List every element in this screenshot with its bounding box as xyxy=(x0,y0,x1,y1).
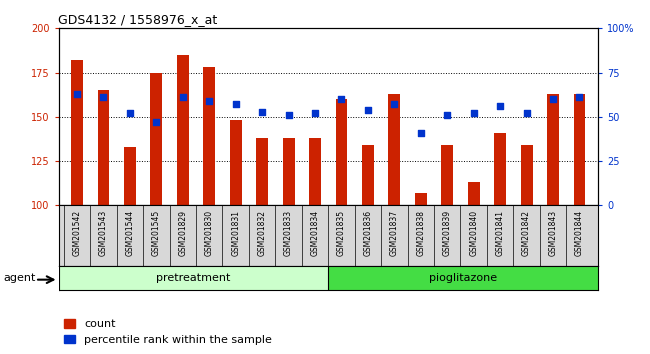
Legend: count, percentile rank within the sample: count, percentile rank within the sample xyxy=(64,319,272,345)
Point xyxy=(283,112,294,118)
Bar xyxy=(494,133,506,205)
Bar xyxy=(124,147,136,205)
Text: GSM201545: GSM201545 xyxy=(152,210,161,256)
Text: agent: agent xyxy=(3,273,36,283)
Point xyxy=(177,95,188,100)
Point xyxy=(442,112,452,118)
Text: pretreatment: pretreatment xyxy=(156,273,231,283)
Point xyxy=(231,102,241,107)
Text: GSM201837: GSM201837 xyxy=(390,210,399,256)
Point xyxy=(469,110,479,116)
Point xyxy=(151,119,162,125)
Bar xyxy=(573,94,586,205)
Text: GSM201544: GSM201544 xyxy=(125,210,135,256)
Bar xyxy=(441,145,453,205)
Bar xyxy=(203,67,215,205)
Text: GSM201839: GSM201839 xyxy=(443,210,452,256)
Bar xyxy=(415,193,427,205)
Bar xyxy=(335,99,347,205)
Text: GSM201841: GSM201841 xyxy=(496,210,504,256)
Bar xyxy=(150,73,162,205)
Point xyxy=(125,110,135,116)
Point xyxy=(204,98,214,104)
Bar xyxy=(256,138,268,205)
Bar xyxy=(98,90,109,205)
Text: GSM201832: GSM201832 xyxy=(257,210,266,256)
Bar xyxy=(468,182,480,205)
Text: GDS4132 / 1558976_x_at: GDS4132 / 1558976_x_at xyxy=(58,13,218,26)
Point xyxy=(548,96,558,102)
Point xyxy=(575,95,585,100)
Bar xyxy=(177,55,188,205)
Point xyxy=(336,96,346,102)
Bar xyxy=(309,138,321,205)
Point xyxy=(415,130,426,136)
Point xyxy=(257,109,267,114)
Text: GSM201831: GSM201831 xyxy=(231,210,240,256)
Text: GSM201842: GSM201842 xyxy=(522,210,531,256)
Text: GSM201542: GSM201542 xyxy=(73,210,81,256)
Text: GSM201834: GSM201834 xyxy=(311,210,320,256)
Point xyxy=(389,102,400,107)
Point xyxy=(98,95,109,100)
Point xyxy=(310,110,320,116)
Point xyxy=(363,107,373,113)
Text: GSM201836: GSM201836 xyxy=(363,210,372,256)
Bar xyxy=(328,266,598,290)
Bar xyxy=(71,60,83,205)
Text: GSM201843: GSM201843 xyxy=(549,210,558,256)
Point xyxy=(521,110,532,116)
Text: GSM201838: GSM201838 xyxy=(416,210,425,256)
Bar xyxy=(58,266,328,290)
Text: GSM201833: GSM201833 xyxy=(284,210,293,256)
Bar xyxy=(547,94,559,205)
Text: GSM201844: GSM201844 xyxy=(575,210,584,256)
Bar xyxy=(521,145,532,205)
Point xyxy=(72,91,82,97)
Point xyxy=(495,103,505,109)
Text: GSM201830: GSM201830 xyxy=(205,210,214,256)
Text: GSM201829: GSM201829 xyxy=(178,210,187,256)
Bar xyxy=(389,94,400,205)
Text: GSM201543: GSM201543 xyxy=(99,210,108,256)
Text: GSM201840: GSM201840 xyxy=(469,210,478,256)
Text: GSM201835: GSM201835 xyxy=(337,210,346,256)
Bar xyxy=(283,138,294,205)
Bar xyxy=(362,145,374,205)
Text: pioglitazone: pioglitazone xyxy=(429,273,497,283)
Bar xyxy=(229,120,242,205)
